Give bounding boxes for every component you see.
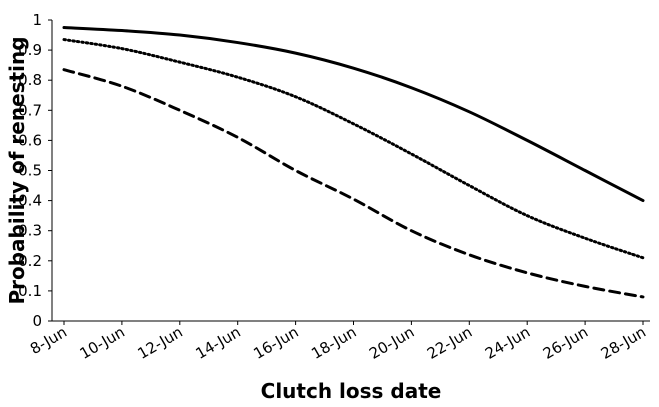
x-tick-label: 12-Jun: [135, 323, 186, 363]
x-tick-label: 24-Jun: [482, 323, 533, 363]
x-tick-label: 26-Jun: [540, 323, 591, 363]
x-tick-label: 18-Jun: [308, 323, 359, 363]
x-axis: 8-Jun 10-Jun 12-Jun 14-Jun 16-Jun 18-Jun 20-Ju…: [27, 320, 650, 363]
series-line-dotted: [62, 38, 645, 260]
y-axis-title: Probability of renesting: [5, 36, 29, 304]
series-line-solid: [62, 26, 645, 203]
x-axis-title: Clutch loss date: [261, 379, 442, 403]
y-tick-label: 0: [32, 312, 42, 330]
x-tick-label: 22-Jun: [424, 323, 475, 363]
y-tick-label: 1: [32, 11, 42, 29]
x-tick-label: 20-Jun: [366, 323, 417, 363]
y-tick-label: 0.3: [18, 222, 42, 240]
y-tick-label: 0.2: [18, 252, 42, 270]
y-tick-label: 0.9: [18, 41, 42, 59]
x-tick-label: 16-Jun: [250, 323, 301, 363]
series-lines: [62, 26, 645, 299]
y-tick-label: 0.7: [18, 101, 42, 119]
y-tick-label: 0.1: [18, 282, 42, 300]
x-tick-label: 10-Jun: [77, 323, 128, 363]
x-tick-label: 28-Jun: [598, 323, 649, 363]
series-line-dashed: [62, 68, 645, 299]
y-tick-label: 0.8: [18, 71, 42, 89]
y-tick-label: 0.6: [18, 131, 42, 149]
y-tick-label: 0.5: [18, 162, 42, 180]
y-axis: 0 0.1 0.2 0.3 0.4 0.5 0.6 0.7 0.8 0.9 1: [18, 11, 53, 330]
x-tick-label: 14-Jun: [192, 323, 243, 363]
y-tick-label: 0.4: [18, 192, 42, 210]
